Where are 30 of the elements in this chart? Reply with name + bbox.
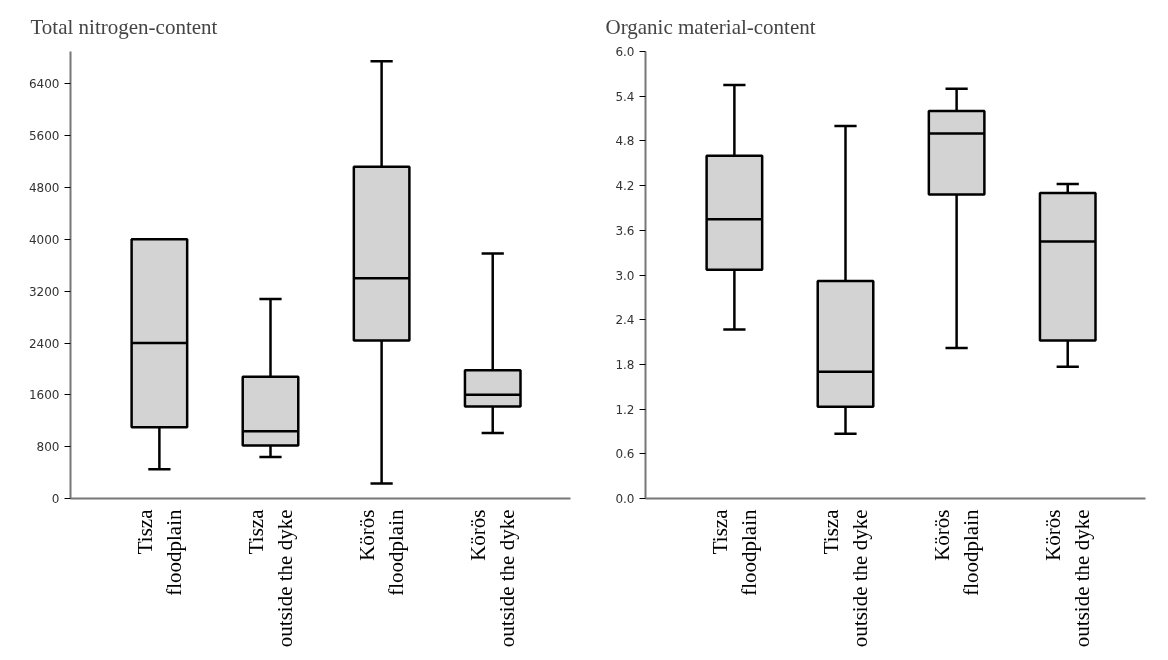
- y-tick-label: 2400: [28, 336, 60, 351]
- x-tick-label: Körös outside the dyke: [1041, 509, 1095, 648]
- x-tick-label: Tisza outside the dyke: [244, 508, 297, 648]
- chart-title: Total nitrogen-content: [30, 15, 218, 39]
- y-tick-label: 4000: [28, 232, 60, 247]
- y-tick-label: 6.0: [615, 45, 635, 59]
- y-tick-label: 1600: [28, 388, 60, 403]
- y-tick-label: 1.8: [615, 357, 635, 372]
- x-tick-label: Tisza floodplain: [132, 508, 186, 596]
- y-tick-label: 5.4: [615, 89, 635, 104]
- y-tick-label: 0.6: [615, 447, 635, 462]
- y-tick-label: 3200: [28, 284, 60, 299]
- y-tick-label: 6400: [28, 77, 60, 92]
- y-tick-label: 4.8: [615, 134, 635, 149]
- y-tick-label: 0: [51, 492, 60, 506]
- x-tick-label: Körös floodplain: [930, 509, 984, 596]
- x-tick-label: Tisza floodplain: [707, 508, 761, 596]
- y-tick-label: 1.2: [615, 402, 635, 417]
- y-tick-label: 4.2: [615, 179, 635, 194]
- y-tick-label: 4800: [28, 181, 60, 196]
- y-tick-label: 0.0: [615, 492, 635, 506]
- y-tick-label: 800: [36, 440, 60, 455]
- x-tick-label: Körös floodplain: [355, 509, 409, 596]
- y-tick-label: 2.4: [615, 313, 635, 328]
- x-tick-label: Körös outside the dyke: [466, 509, 520, 648]
- y-tick-label: 5600: [28, 129, 60, 144]
- y-tick-label: 3.0: [615, 268, 635, 283]
- x-tick-label: Tisza outside the dyke: [819, 508, 872, 648]
- chart-title: Organic material-content: [605, 15, 816, 39]
- y-tick-label: 3.6: [615, 223, 635, 238]
